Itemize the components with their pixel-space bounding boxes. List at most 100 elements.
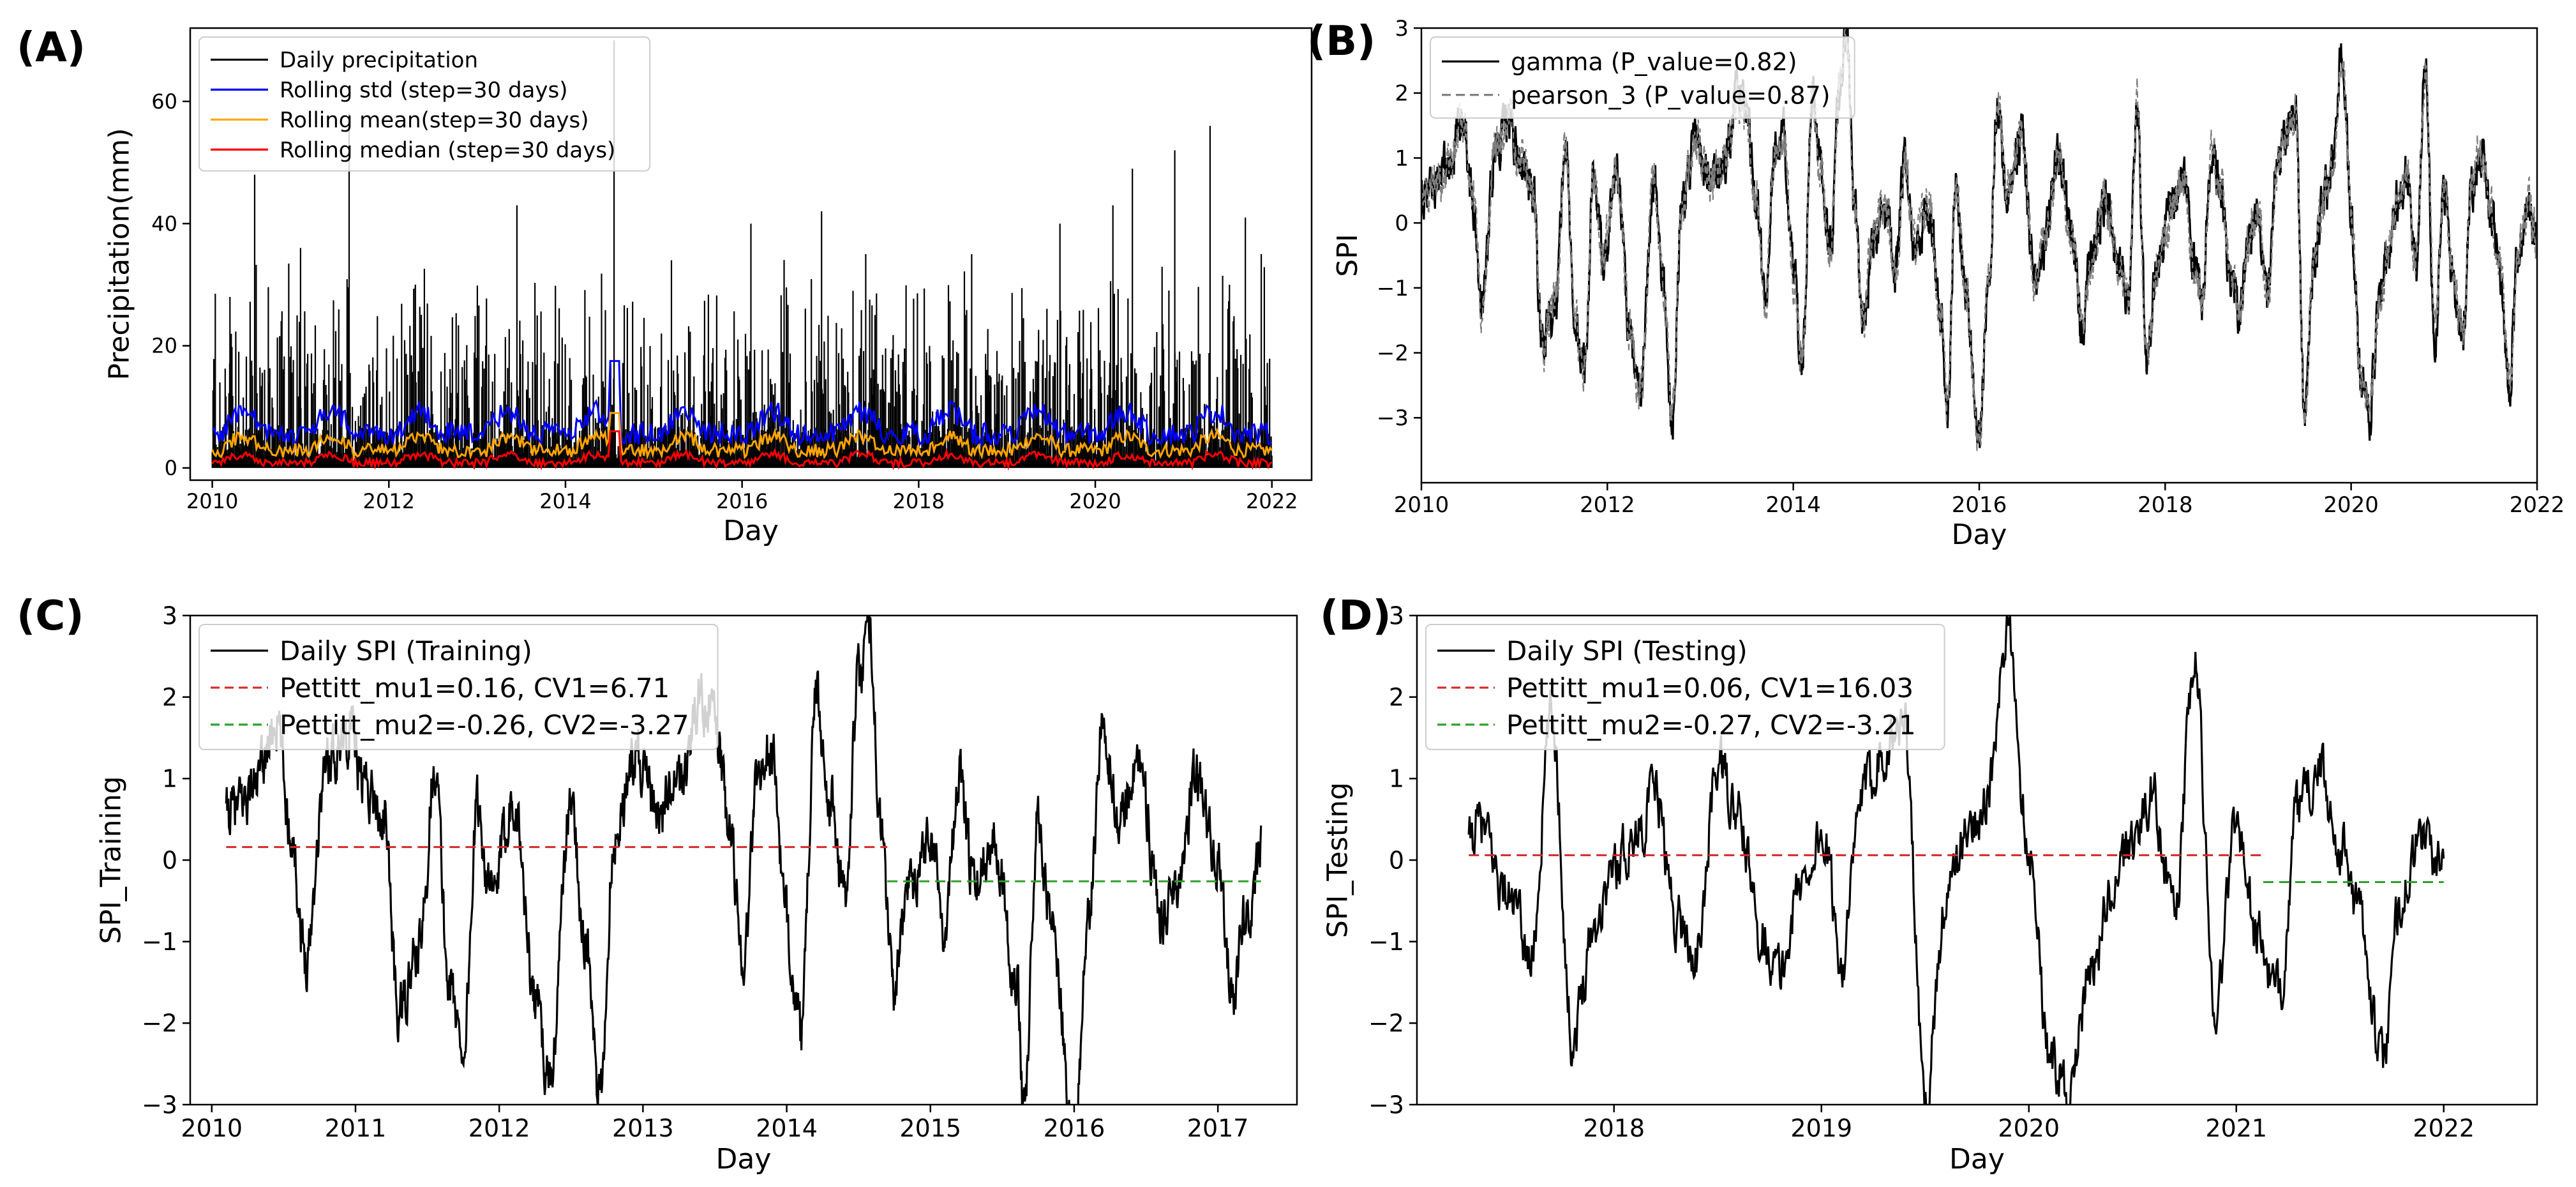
y-tick-label: 0 (1389, 846, 1404, 874)
y-axis-label: Precipitation(mm) (103, 128, 136, 380)
series-rolling-std-step-30-days (212, 359, 1272, 448)
y-tick-label: 40 (151, 211, 177, 236)
y-tick-label: 1 (1395, 146, 1409, 171)
x-axis-label: Day (1952, 518, 2007, 551)
x-tick-label: 2016 (716, 489, 768, 513)
plot-area (1421, 28, 2537, 452)
y-tick-label: 0 (1395, 211, 1409, 236)
x-tick-label: 2013 (612, 1114, 674, 1142)
y-tick-label: 60 (151, 89, 177, 114)
x-tick-label: 2012 (363, 489, 415, 513)
x-tick-label: 2015 (899, 1114, 961, 1142)
y-tick-label: −3 (142, 1091, 177, 1119)
legend-box (198, 36, 651, 172)
y-axis-label: SPI (1331, 234, 1364, 276)
panel-c: (C)2010 2011 2012 2013 2014 2015 2016 2017−3−2−… (17, 593, 1298, 1176)
y-tick-label: 3 (1395, 16, 1409, 42)
x-tick-label: 2018 (1583, 1114, 1645, 1142)
legend-entry-label: Rolling median (step=30 days) (280, 137, 615, 163)
x-tick-label: 2011 (325, 1114, 387, 1142)
series-daily-spi-testing (1467, 616, 2445, 1105)
panel-b: (B) 2010 2012 2014 2016 2018 2020 2022 −3 −2 −1 0 1 2… (1307, 16, 2565, 551)
legend: Daily SPI (Testing) Pettitt_mu1=0.06, CV1… (1425, 624, 1945, 750)
y-tick-label: 0 (165, 456, 177, 480)
plot-area (225, 616, 1262, 1105)
y-tick-label: −2 (142, 1009, 177, 1038)
x-tick-label: 2020 (1069, 489, 1121, 513)
y-tick-label: 3 (162, 601, 177, 630)
y-tick-label: −1 (142, 928, 177, 956)
y-tick-label: 20 (151, 334, 177, 358)
x-tick-label: 2014 (1765, 492, 1821, 518)
y-axis-label: SPI_Training (94, 776, 127, 944)
panel-label: (B) (1307, 18, 1375, 65)
x-axis-label: Day (723, 515, 779, 547)
legend-entry-label: Pettitt_mu1=0.16, CV1=6.71 (280, 672, 670, 704)
legend-entry-label: Pettitt_mu2=-0.27, CV2=-3.21 (1506, 709, 1916, 741)
x-axis-label: Day (716, 1143, 772, 1176)
plot-area (1467, 616, 2445, 1105)
legend-entry-label: pearson_3 (P_value=0.87) (1511, 81, 1831, 109)
x-tick-label: 2018 (893, 489, 945, 513)
legend-box (198, 624, 719, 750)
y-tick-label: −1 (1377, 276, 1409, 301)
plot-area (211, 40, 1273, 471)
x-tick-label: 2017 (1187, 1114, 1249, 1142)
y-tick-label: 1 (162, 765, 177, 793)
x-tick-label: 2018 (2138, 492, 2193, 518)
y-tick-label: −1 (1368, 928, 1404, 956)
x-axis-label: Day (1949, 1143, 2005, 1176)
series-rolling-mean-step-30-days (211, 412, 1273, 460)
legend-entry-label: Rolling std (step=30 days) (280, 78, 568, 103)
y-tick-label: −3 (1377, 405, 1409, 431)
legend-entry-label: Daily precipitation (280, 48, 478, 73)
x-tick-label: 2010 (186, 489, 238, 513)
legend-box (1430, 36, 1855, 119)
legend-entry-label: Pettitt_mu2=-0.26, CV2=-3.27 (280, 709, 689, 741)
panel-label: (C) (17, 593, 84, 640)
legend-box (1425, 624, 1945, 750)
panel-label: (D) (1320, 593, 1391, 640)
y-tick-label: 3 (1389, 601, 1404, 630)
y-tick-label: −2 (1368, 1009, 1404, 1038)
x-tick-label: 2012 (1580, 492, 1635, 518)
x-tick-label: 2010 (1394, 492, 1449, 518)
series-rolling-median-step-30-days (211, 430, 1273, 471)
x-tick-label: 2022 (2510, 492, 2565, 518)
legend: Daily SPI (Training) Pettitt_mu1=0.16, CV… (198, 624, 719, 750)
x-tick-label: 2010 (181, 1114, 243, 1142)
panel-label: (A) (17, 24, 86, 72)
panel-a: (A) 2010 2012 2014 2016 2018 2020 2022 0 20 40 60 Da… (17, 24, 1313, 547)
y-tick-label: 2 (1389, 683, 1404, 711)
y-tick-label: 2 (162, 683, 177, 711)
y-tick-label: −2 (1377, 340, 1409, 366)
x-tick-label: 2021 (2205, 1114, 2267, 1142)
series-pearson-3-p-value-0-87 (1421, 28, 2537, 452)
legend: Daily precipitation Rolling std (step=30 … (198, 36, 651, 172)
x-tick-label: 2022 (1246, 489, 1298, 513)
x-tick-label: 2019 (1790, 1114, 1852, 1142)
y-tick-label: −3 (1368, 1091, 1404, 1119)
legend-entry-label: Daily SPI (Testing) (1506, 635, 1748, 667)
x-tick-label: 2014 (539, 489, 591, 513)
x-tick-label: 2016 (1952, 492, 2007, 518)
series-daily-spi-training (225, 616, 1262, 1105)
y-tick-label: 1 (1389, 765, 1404, 793)
legend-entry-label: Daily SPI (Training) (280, 635, 532, 667)
axes-frame (189, 27, 1313, 481)
legend-entry-label: gamma (P_value=0.82) (1511, 48, 1797, 76)
y-tick-label: 2 (1395, 81, 1409, 107)
panel-d: (D) 2018 2019 2020 2021 2022 −3 −2 −1 0 1 2 3 Day SPI_… (1320, 593, 2538, 1176)
x-tick-label: 2022 (2413, 1114, 2475, 1142)
x-tick-label: 2012 (468, 1114, 530, 1142)
y-axis-label: SPI_Testing (1321, 782, 1354, 938)
x-tick-label: 2014 (756, 1114, 818, 1142)
y-tick-label: 0 (162, 846, 177, 874)
legend-entry-label: Rolling mean(step=30 days) (280, 108, 588, 133)
x-tick-label: 2016 (1044, 1114, 1105, 1142)
legend-entry-label: Pettitt_mu1=0.06, CV1=16.03 (1506, 672, 1913, 704)
x-tick-label: 2020 (1998, 1114, 2060, 1142)
legend: gamma (P_value=0.82) pearson_3 (P_value=0… (1430, 36, 1855, 119)
x-tick-label: 2020 (2323, 492, 2379, 518)
